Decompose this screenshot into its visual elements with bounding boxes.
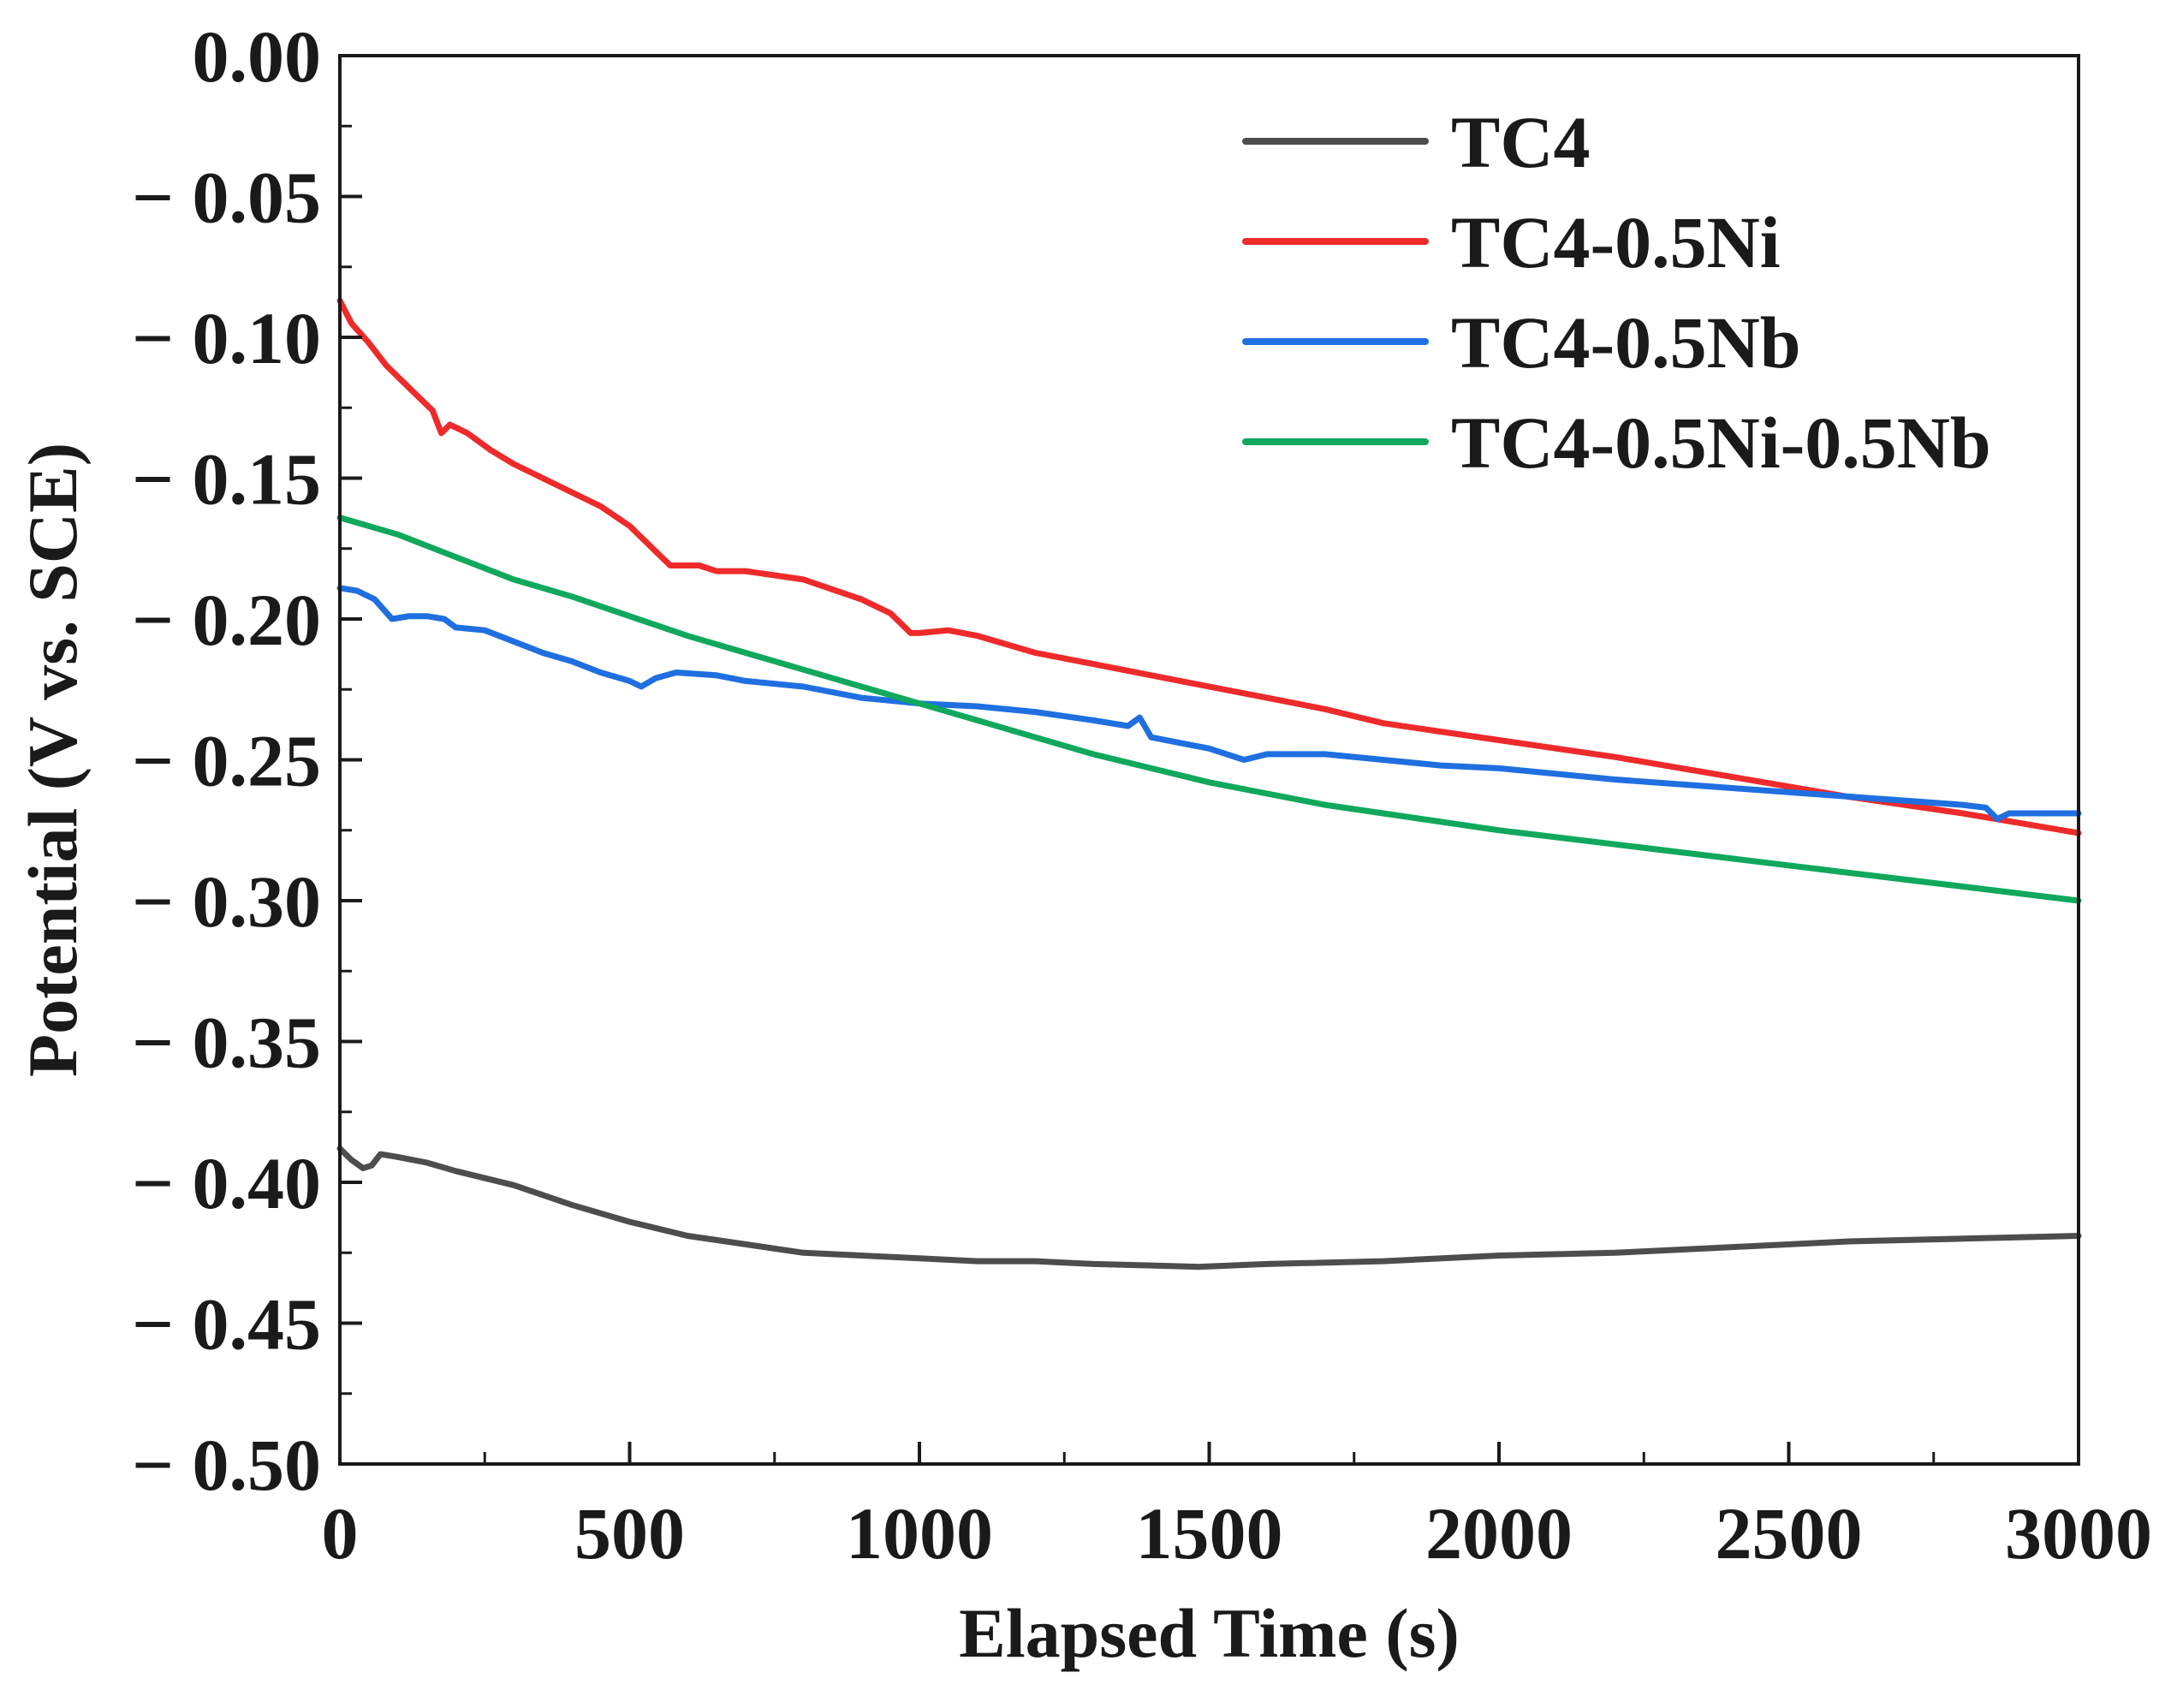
x-axis-title: Elapsed Time (s) xyxy=(959,1594,1460,1672)
y-tick-label-6: − 0.30 xyxy=(132,860,321,943)
axes-layer xyxy=(338,54,2080,1466)
legend-label-2: TC4-0.5Nb xyxy=(1451,301,1801,384)
y-tick-label-4: − 0.20 xyxy=(132,579,321,661)
x-tick-label-0: 0 xyxy=(322,1492,359,1574)
y-tick-label-9: − 0.45 xyxy=(132,1283,321,1366)
y-tick-label-2: − 0.10 xyxy=(132,297,321,379)
series-line-1 xyxy=(336,297,2082,836)
y-tick-label-10: − 0.50 xyxy=(132,1424,321,1506)
ticks-layer: 0 500 1000 1500 2000 2500 3000 0.00 − 0.05 − 0.10… xyxy=(132,15,2152,1574)
x-tick-label-5: 2500 xyxy=(1716,1492,1863,1574)
x-tick-label-1: 500 xyxy=(574,1492,685,1574)
legend: TC4 TC4-0.5Ni TC4-0.5Nb TC4-0.5Ni-0.5Nb xyxy=(1242,101,1991,484)
series-layer xyxy=(336,297,2082,1271)
y-tick-label-8: − 0.40 xyxy=(132,1142,321,1224)
y-tick-label-7: − 0.35 xyxy=(132,1002,321,1084)
series-line-2 xyxy=(336,585,2082,823)
x-tick-label-2: 1000 xyxy=(846,1492,993,1574)
y-tick-label-5: − 0.25 xyxy=(132,720,321,802)
x-tick-label-4: 2000 xyxy=(1425,1492,1573,1574)
legend-label-1: TC4-0.5Ni xyxy=(1451,201,1781,283)
series-line-3 xyxy=(336,515,2082,904)
y-tick-label-3: − 0.15 xyxy=(132,438,321,521)
plot-frame xyxy=(338,54,2080,1466)
x-tick-label-6: 3000 xyxy=(2005,1492,2152,1574)
y-tick-label-1: − 0.05 xyxy=(132,157,321,239)
x-tick-label-3: 1500 xyxy=(1136,1492,1283,1574)
y-axis-title: Potential (V vs. SCE) xyxy=(14,443,92,1077)
legend-label-0: TC4 xyxy=(1451,101,1590,183)
series-line-0 xyxy=(336,1146,2082,1271)
y-tick-label-0: 0.00 xyxy=(193,15,322,98)
legend-label-3: TC4-0.5Ni-0.5Nb xyxy=(1451,402,1991,484)
